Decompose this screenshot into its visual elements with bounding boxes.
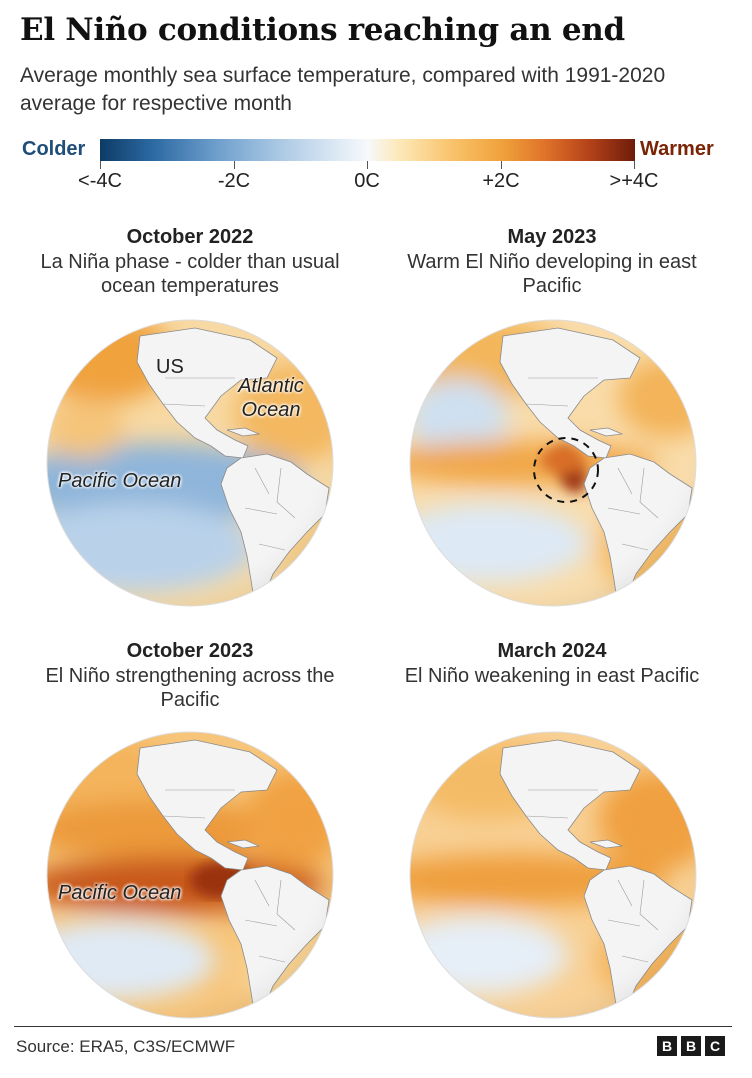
legend-tick <box>100 161 101 169</box>
panel-caption: El Niño strengthening across the Pacific <box>45 665 335 711</box>
panel-date: October 2023 <box>126 640 254 662</box>
panel-caption: La Niña phase - colder than usual ocean … <box>40 251 340 297</box>
panel-date: October 2022 <box>126 226 254 248</box>
panel-oct-2022-header: October 2022 La Niña phase - colder than… <box>20 224 360 298</box>
chart-title: El Niño conditions reaching an end <box>20 12 625 48</box>
panel-date: March 2024 <box>497 640 607 662</box>
source-credit: Source: ERA5, C3S/ECMWF <box>16 1037 236 1056</box>
legend-tick-label: <-4C <box>78 170 122 192</box>
legend-tick <box>501 161 502 169</box>
legend-tick-label: 0C <box>354 170 380 192</box>
legend-tick <box>367 161 368 169</box>
map-label-atlantic-ocean: Atlantic Ocean <box>238 375 304 421</box>
legend-colder-label: Colder <box>22 138 86 160</box>
footer-divider <box>14 1026 732 1027</box>
globe-may-2023 <box>409 319 697 607</box>
map-label-pacific-ocean: Pacific Ocean <box>58 882 182 904</box>
el-nino-highlight-circle <box>533 437 599 503</box>
legend-tick-label: -2C <box>217 170 251 192</box>
globe-oct-2022 <box>46 319 334 607</box>
bbc-logo-letter: B <box>681 1036 701 1056</box>
globe-mar-2024 <box>409 731 697 1019</box>
map-label-pacific-ocean: Pacific Ocean <box>58 470 182 492</box>
panel-mar-2024-header: March 2024 El Niño weakening in east Pac… <box>382 638 722 688</box>
panel-oct-2023-header: October 2023 El Niño strengthening acros… <box>20 638 360 712</box>
temperature-color-scale <box>100 139 635 161</box>
panel-may-2023-header: May 2023 Warm El Niño developing in east… <box>382 224 722 298</box>
globe-oct-2023 <box>46 731 334 1019</box>
chart-subtitle: Average monthly sea surface temperature,… <box>20 64 666 115</box>
map-label-us: US <box>156 356 184 378</box>
panel-caption: El Niño weakening in east Pacific <box>404 665 700 687</box>
legend-tick-label: >+4C <box>609 170 659 192</box>
bbc-logo-letter: B <box>657 1036 677 1056</box>
panel-caption: Warm El Niño developing in east Pacific <box>407 251 697 297</box>
bbc-logo: B B C <box>657 1036 725 1056</box>
legend-tick <box>234 161 235 169</box>
legend-tick-label: +2C <box>482 170 520 192</box>
legend-tick <box>634 161 635 169</box>
bbc-logo-letter: C <box>705 1036 725 1056</box>
panel-date: May 2023 <box>507 226 597 248</box>
legend-warmer-label: Warmer <box>640 138 714 160</box>
